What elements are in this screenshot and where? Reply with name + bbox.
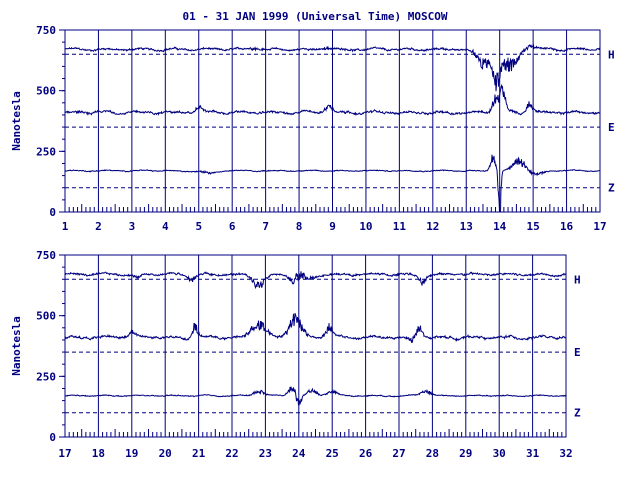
x-tick-label: 18 bbox=[92, 447, 105, 460]
x-tick-label: 1 bbox=[62, 220, 69, 233]
y-axis-label: Nanotesla bbox=[10, 91, 23, 151]
y-tick-label: 0 bbox=[49, 431, 56, 444]
series-line-h bbox=[65, 271, 567, 290]
x-tick-label: 30 bbox=[493, 447, 506, 460]
series-line-e bbox=[64, 83, 601, 117]
series-label-z: Z bbox=[574, 407, 581, 420]
series-line-z bbox=[64, 154, 601, 213]
series-line-e bbox=[64, 313, 567, 344]
series-label-z: Z bbox=[608, 182, 615, 195]
x-tick-label: 15 bbox=[527, 220, 540, 233]
x-tick-label: 26 bbox=[359, 447, 373, 460]
x-tick-label: 4 bbox=[162, 220, 169, 233]
y-tick-label: 250 bbox=[36, 145, 56, 158]
x-tick-label: 21 bbox=[192, 447, 206, 460]
y-axis-label: Nanotesla bbox=[10, 316, 23, 376]
x-tick-label: 25 bbox=[326, 447, 339, 460]
y-tick-label: 0 bbox=[49, 206, 56, 219]
x-tick-label: 12 bbox=[426, 220, 439, 233]
x-tick-label: 13 bbox=[460, 220, 473, 233]
x-tick-label: 11 bbox=[393, 220, 407, 233]
x-tick-label: 8 bbox=[296, 220, 303, 233]
x-tick-label: 5 bbox=[195, 220, 202, 233]
x-tick-label: 24 bbox=[292, 447, 306, 460]
x-tick-label: 16 bbox=[560, 220, 574, 233]
x-tick-label: 2 bbox=[95, 220, 102, 233]
plot-frame bbox=[64, 254, 567, 438]
y-tick-label: 750 bbox=[36, 24, 56, 37]
x-tick-label: 20 bbox=[159, 447, 172, 460]
series-line-z bbox=[64, 386, 567, 406]
x-tick-label: 28 bbox=[426, 447, 439, 460]
x-tick-label: 22 bbox=[225, 447, 238, 460]
x-tick-label: 3 bbox=[129, 220, 136, 233]
y-tick-label: 500 bbox=[36, 310, 56, 323]
x-tick-label: 29 bbox=[459, 447, 472, 460]
series-label-e: E bbox=[608, 121, 615, 134]
chart-panel-2: 17 18 19 20 21 22 23 24 25 26 27 28 29 30 31 32 0 250 500 7… bbox=[10, 249, 581, 460]
x-tick-label: 19 bbox=[125, 447, 138, 460]
x-tick-label: 31 bbox=[526, 447, 540, 460]
series-label-h: H bbox=[574, 273, 581, 286]
x-tick-label: 9 bbox=[329, 220, 336, 233]
x-tick-label: 6 bbox=[229, 220, 236, 233]
x-tick-label: 32 bbox=[559, 447, 572, 460]
x-tick-label: 17 bbox=[593, 220, 606, 233]
series-line-h bbox=[64, 43, 601, 92]
x-tick-label: 27 bbox=[392, 447, 405, 460]
x-tick-label: 7 bbox=[262, 220, 269, 233]
y-tick-label: 250 bbox=[36, 370, 56, 383]
y-tick-label: 500 bbox=[36, 85, 56, 98]
y-tick-label: 750 bbox=[36, 249, 56, 262]
x-tick-label: 23 bbox=[259, 447, 272, 460]
x-tick-label: 17 bbox=[58, 447, 71, 460]
x-tick-label: 14 bbox=[493, 220, 507, 233]
chart-title: 01 - 31 JAN 1999 (Universal Time) MOSCOW bbox=[183, 10, 448, 23]
series-label-e: E bbox=[574, 346, 581, 359]
x-tick-label: 10 bbox=[359, 220, 372, 233]
series-label-h: H bbox=[608, 48, 615, 61]
chart-panel-1: 1 2 3 4 5 6 7 8 9 10 11 12 13 14 15 16 170250500750Nanot… bbox=[10, 24, 615, 233]
